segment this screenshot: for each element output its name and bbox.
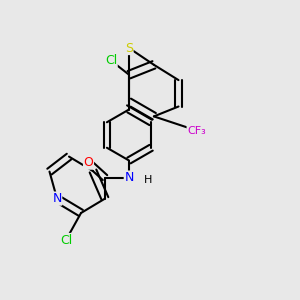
Text: O: O — [84, 156, 93, 169]
Text: H: H — [144, 175, 152, 185]
Text: Cl: Cl — [60, 233, 72, 247]
Text: N: N — [124, 171, 134, 184]
Text: CF₃: CF₃ — [187, 125, 206, 136]
Text: N: N — [52, 192, 62, 205]
Text: S: S — [125, 41, 133, 55]
Text: Cl: Cl — [105, 54, 117, 67]
